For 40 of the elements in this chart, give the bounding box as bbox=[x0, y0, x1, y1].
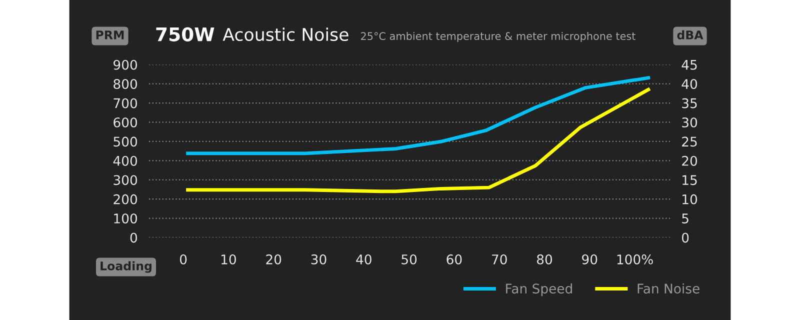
y-tick-label: 100 bbox=[114, 214, 138, 224]
y2-tick-label: 25 bbox=[682, 136, 697, 147]
x-tick-label: 20 bbox=[266, 254, 282, 264]
y-tick-label: 300 bbox=[114, 175, 138, 186]
y-axis-title: PRM bbox=[96, 30, 124, 40]
x-tick-label: 50 bbox=[402, 254, 417, 264]
y2-tick-label: 45 bbox=[682, 60, 697, 70]
y2-tick-label: 15 bbox=[682, 175, 697, 186]
legend-label: Fan Noise bbox=[638, 283, 700, 294]
y-tick-label: 200 bbox=[114, 194, 138, 204]
x-tick-label: 0 bbox=[180, 254, 187, 264]
y-tick-label: 400 bbox=[113, 156, 138, 166]
y-tick-label: 800 bbox=[114, 79, 138, 90]
y2-tick-label: 10 bbox=[682, 194, 698, 204]
chart-subtitle: 25°C ambient temperature & meter microphone test bbox=[361, 32, 636, 42]
y2-tick-label: 0 bbox=[682, 232, 689, 243]
y2-tick-label: 20 bbox=[682, 156, 698, 166]
y-tick-label: 600 bbox=[114, 117, 138, 128]
y2-tick-label: 30 bbox=[682, 117, 698, 128]
y2-tick-label: 5 bbox=[682, 214, 688, 224]
line-series bbox=[186, 76, 650, 156]
x-tick-label: 40 bbox=[356, 254, 372, 264]
y-tick-label: 900 bbox=[114, 60, 138, 70]
x-tick-label: 30 bbox=[311, 254, 326, 264]
x-tick-label: 70 bbox=[492, 254, 507, 264]
y-tick-label: 0 bbox=[130, 232, 138, 243]
chart-title: 750W Acoustic Noise bbox=[156, 27, 348, 42]
y-tick-label: 700 bbox=[114, 98, 138, 108]
x-axis-title: Loading bbox=[100, 261, 152, 273]
y2-tick-label: 40 bbox=[682, 79, 698, 90]
legend-label: Fan Speed bbox=[506, 283, 572, 296]
y-tick-label: 500 bbox=[114, 136, 138, 147]
line-series bbox=[186, 88, 650, 194]
x-tick-label: 100% bbox=[617, 254, 653, 264]
x-tick-label: 80 bbox=[536, 254, 552, 264]
x-tick-label: 10 bbox=[222, 254, 236, 264]
y2-tick-label: 35 bbox=[682, 98, 697, 108]
x-tick-label: 60 bbox=[446, 254, 462, 264]
y2-axis-title: dBA bbox=[677, 30, 704, 40]
x-tick-label: 90 bbox=[582, 254, 598, 264]
